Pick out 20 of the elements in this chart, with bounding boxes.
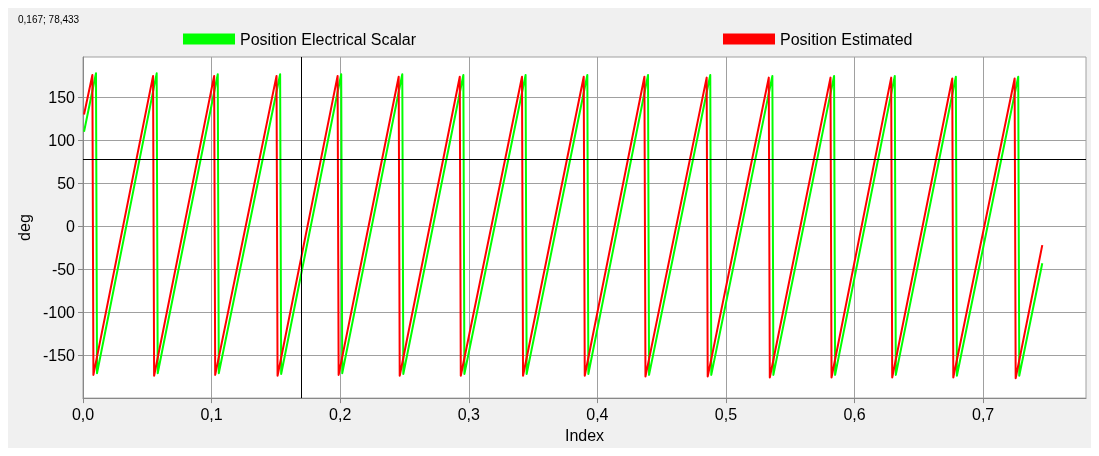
x-axis-title: Index — [564, 426, 605, 444]
y-tick-label: -100 — [42, 303, 76, 321]
y-tick-label: 100 — [48, 131, 76, 149]
x-tick-label: 0,1 — [200, 405, 223, 423]
legend-label: Position Estimated — [780, 30, 913, 48]
x-tick-label: 0,3 — [457, 405, 480, 423]
x-tick-label: 0,2 — [329, 405, 352, 423]
y-tick-label: 0 — [66, 217, 76, 235]
x-tick-label: 0,4 — [586, 405, 609, 423]
y-tick-label: -150 — [42, 346, 76, 364]
y-tick-label: 50 — [57, 174, 76, 192]
text: 0,167; 78,433 — [18, 13, 80, 25]
x-tick-label: 0,7 — [972, 405, 995, 423]
x-tick-label: 0,5 — [714, 405, 738, 423]
x-tick-label: 0,6 — [843, 405, 866, 423]
y-tick-label: 150 — [48, 88, 76, 106]
y-tick-label: -50 — [51, 260, 76, 278]
legend-label: Position Electrical Scalar — [240, 30, 417, 48]
y-axis-title: deg — [15, 214, 33, 241]
x-tick-label: 0,0 — [71, 405, 95, 423]
